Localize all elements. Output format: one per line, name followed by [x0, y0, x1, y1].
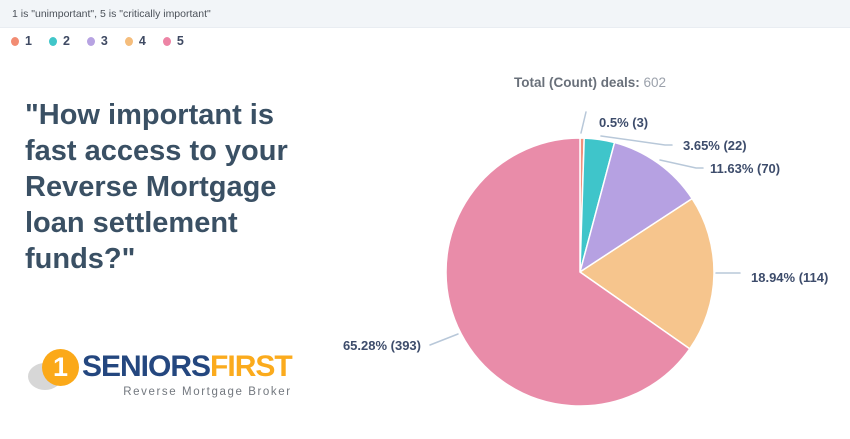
- legend-item-3[interactable]: 3: [86, 34, 108, 48]
- legend-dot-icon: [162, 36, 171, 46]
- pie-slice-5[interactable]: [445, 137, 691, 407]
- logo-number: 1: [52, 352, 69, 382]
- legend-item-5[interactable]: 5: [162, 34, 184, 48]
- pie-label-2: 3.65% (22): [683, 138, 747, 153]
- chart-title-value: 602: [643, 75, 667, 90]
- leader-line-2: [600, 135, 673, 146]
- logo-word-seniors: SENIORS: [82, 350, 211, 383]
- leader-line-3: [659, 159, 704, 169]
- pie-label-1: 0.5% (3): [599, 115, 648, 130]
- seniors-first-logo[interactable]: 1 SENIORSFIRST Reverse Mortgage Broker: [28, 346, 296, 408]
- logo-wordmark: SENIORSFIRST: [82, 350, 293, 383]
- legend-dot-icon: [48, 36, 57, 46]
- legend-item-label: 1: [25, 34, 32, 48]
- legend-item-label: 5: [176, 34, 184, 48]
- legend-item-4[interactable]: 4: [124, 34, 146, 48]
- scale-note-text: 1 is "unimportant", 5 is "critically imp…: [12, 7, 211, 20]
- legend-item-label: 4: [138, 34, 146, 48]
- leader-line-1: [580, 111, 587, 134]
- scale-note-bar: 1 is "unimportant", 5 is "critically imp…: [0, 0, 850, 28]
- pie-slice-4[interactable]: [578, 197, 715, 350]
- legend-item-2[interactable]: 2: [48, 34, 70, 48]
- legend-dot-icon: [124, 36, 133, 46]
- pie-label-5: 65.28% (393): [343, 338, 421, 353]
- pie-label-3: 11.63% (70): [710, 161, 780, 176]
- logo-text-block: SENIORSFIRST Reverse Mortgage Broker: [82, 350, 293, 399]
- chart-title-label: Total (Count) deals:: [513, 75, 640, 90]
- legend-item-label: 3: [100, 34, 108, 48]
- pie-label-4: 18.94% (114): [751, 270, 828, 285]
- legend-item-1[interactable]: 1: [11, 34, 32, 48]
- legend-item-label: 2: [62, 34, 70, 48]
- logo-number-one-icon: 1: [42, 349, 79, 386]
- pie-slice-3[interactable]: [578, 141, 694, 274]
- logo-tagline: Reverse Mortgage Broker: [123, 386, 292, 398]
- logo-word-first: FIRST: [210, 350, 293, 383]
- leader-lines: [429, 111, 741, 346]
- survey-question-text: "How important is fast access to your Re…: [25, 99, 288, 275]
- pie-labels: 0.5% (3) 3.65% (22) 11.63% (70) 18.94% (…: [343, 115, 828, 353]
- chart-title: Total (Count) deals: 602: [420, 75, 760, 90]
- chart-legend: 1 2 3 4 5: [11, 34, 184, 48]
- leader-line-5: [429, 333, 459, 346]
- pie-slices: [445, 137, 715, 407]
- legend-dot-icon: [86, 36, 95, 46]
- legend-dot-icon: [11, 36, 19, 46]
